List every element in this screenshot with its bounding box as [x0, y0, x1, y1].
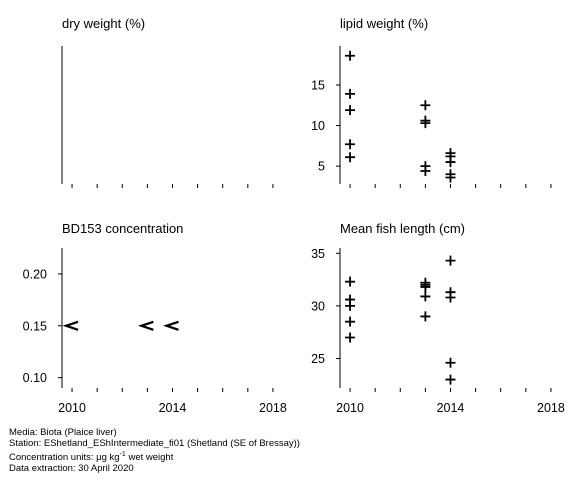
panel-lipid-weight: lipid weight (%) 5 10 15	[311, 16, 552, 188]
plus-marker	[345, 88, 356, 99]
x-tick-label: 2018	[537, 401, 565, 415]
station-note: Station: EShetland_EShIntermediate_fi01 …	[9, 437, 300, 449]
units-superscript: -1	[119, 450, 126, 458]
y-tick-label: 15	[311, 78, 325, 92]
units-prefix: Concentration units: µg kg	[9, 451, 120, 463]
plus-marker	[445, 292, 456, 303]
x-tick-label: 2014	[159, 401, 187, 415]
plus-marker	[420, 166, 431, 177]
y-tick-label: 25	[311, 352, 325, 366]
plus-marker	[345, 50, 356, 61]
plus-marker	[445, 172, 456, 183]
extraction-note: Data extraction: 30 April 2020	[9, 462, 134, 474]
media-note: Media: Biota (Plaice liver)	[9, 427, 117, 438]
plus-marker	[420, 281, 431, 292]
plus-marker	[420, 311, 431, 322]
panel-title: dry weight (%)	[62, 16, 145, 31]
plus-marker	[345, 316, 356, 327]
x-tick-label: 2014	[437, 401, 465, 415]
y-tick-label: 0.20	[23, 267, 47, 281]
footer-notes: Media: Biota (Plaice liver) Station: ESh…	[9, 427, 300, 474]
plus-marker	[445, 157, 456, 168]
panel-title: lipid weight (%)	[340, 16, 428, 31]
less-than-marker	[163, 320, 179, 331]
x-tick-label: 2010	[58, 401, 86, 415]
x-tick-label: 2018	[259, 401, 287, 415]
y-tick-label: 10	[311, 119, 325, 133]
panel-plot: 2010 2014 2018 0.10 0.15 0.20	[23, 267, 287, 415]
plus-marker	[345, 332, 356, 343]
plus-marker	[445, 374, 456, 385]
panel-mean-fish-length: Mean fish length (cm) 2010 2014 2018 25 30 35	[311, 221, 565, 415]
plus-marker	[345, 300, 356, 311]
y-tick-label: 0.10	[23, 371, 47, 385]
panel-plot: 2010 2014 2018 25 30 35	[311, 247, 565, 415]
x-tick-label: 2010	[336, 401, 364, 415]
plus-marker	[345, 276, 356, 287]
y-tick-label: 0.15	[23, 319, 47, 333]
plus-marker	[420, 100, 431, 111]
y-tick-label: 35	[311, 247, 325, 261]
panel-plot	[71, 184, 274, 188]
less-than-marker	[62, 320, 79, 331]
panel-dry-weight: dry weight (%)	[61, 16, 274, 188]
plus-marker	[445, 357, 456, 368]
panel-title: Mean fish length (cm)	[340, 221, 465, 236]
panel-bd153-concentration: BD153 concentration 2010 2014 2018 0.10 0.15…	[23, 221, 287, 415]
plus-marker	[345, 139, 356, 150]
plus-marker	[420, 291, 431, 302]
y-tick-label: 5	[318, 160, 325, 174]
less-than-marker	[137, 320, 154, 331]
plus-marker	[345, 152, 356, 163]
plus-marker	[445, 255, 456, 266]
panel-title: BD153 concentration	[62, 221, 183, 236]
units-suffix: wet weight	[125, 451, 174, 463]
plus-marker	[420, 118, 431, 129]
units-note: Concentration units: µg kg-1 wet weight	[9, 450, 300, 464]
plus-marker	[345, 105, 356, 116]
y-tick-label: 30	[311, 299, 325, 313]
panel-plot: 5 10 15	[311, 50, 552, 188]
